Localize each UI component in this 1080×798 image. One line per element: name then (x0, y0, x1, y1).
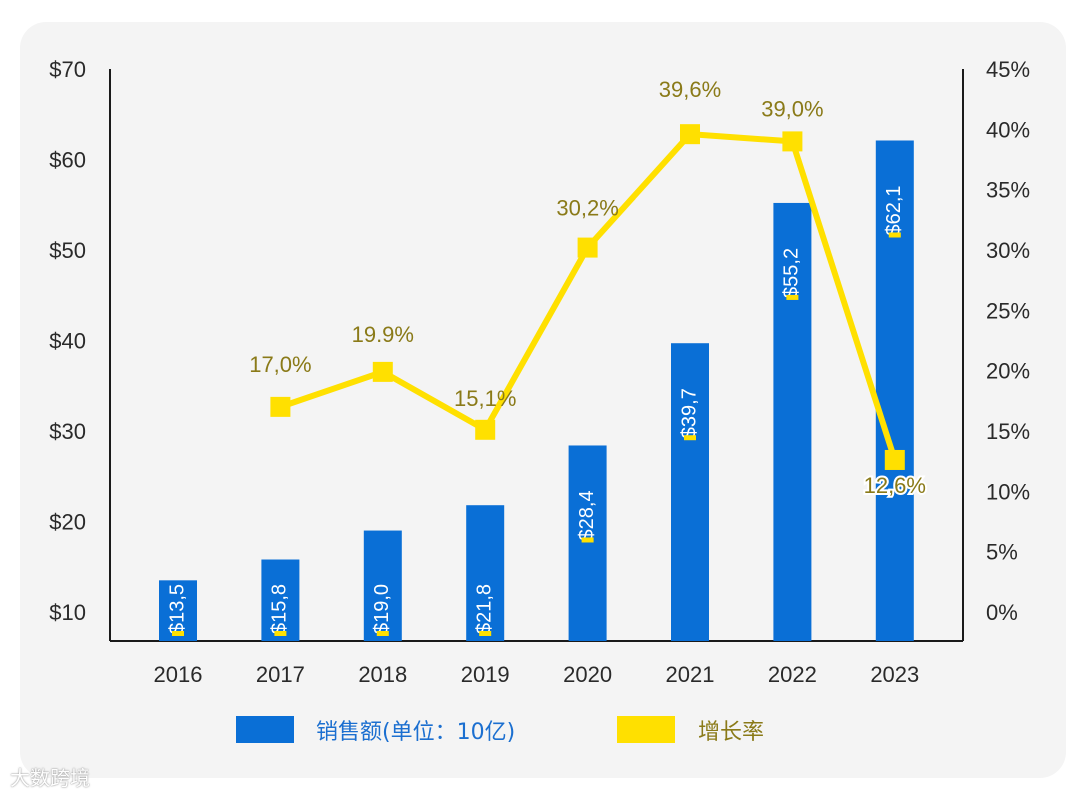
x-tick-label: 2016 (154, 662, 203, 687)
growth-rate-label: 12,6% (864, 473, 926, 498)
x-tick-label: 2018 (358, 662, 407, 687)
bar-value-label: $21,8 (473, 584, 495, 634)
y-left-tick-label: $40 (49, 329, 86, 354)
x-tick-label: 2023 (870, 662, 919, 687)
bar-2018 (363, 530, 402, 641)
bar-2020 (568, 445, 607, 641)
y-right-tick-label: 30% (986, 238, 1030, 263)
legend-swatch-sales (236, 716, 294, 743)
bar-value-label: $13,5 (166, 584, 188, 634)
bar-2023 (875, 140, 914, 641)
bar-value-label: $55,2 (781, 248, 803, 298)
bar-label-marker (274, 631, 287, 636)
y-right-tick-label: 15% (986, 419, 1030, 444)
bar-label-marker (479, 631, 492, 636)
growth-rate-point-2018 (372, 361, 393, 382)
watermark: 大数跨境 (10, 766, 90, 790)
growth-rate-point-2020 (577, 237, 598, 258)
bar-2016 (159, 580, 197, 641)
bar-2022 (773, 202, 812, 641)
legend-swatch-growth (617, 716, 675, 743)
growth-rate-label: 15,1% (454, 386, 516, 411)
growth-rate-point-2021 (680, 124, 700, 145)
bar-2019 (466, 505, 505, 641)
combo-chart: $10 $20 $30 $40 $50 $60 $70 0% 5% 10% 15% 20% 25% 30%… (49, 57, 1030, 745)
y-left-tick-label: $30 (49, 419, 86, 444)
growth-rate-label: 19.9% (352, 322, 414, 347)
bar-label-marker (684, 435, 696, 441)
growth-rate-label: 17,0% (249, 352, 311, 377)
y-right-tick-label: 10% (986, 479, 1030, 504)
growth-rate-point-2023 (884, 449, 905, 470)
legend-label-growth: 增长率 (698, 720, 764, 745)
x-tick-label: 2022 (768, 662, 817, 687)
bar-value-label: $19,0 (371, 584, 393, 634)
bar-label-marker (888, 232, 901, 238)
x-tick-label: 2017 (256, 662, 305, 687)
y-left-tick-label: $50 (49, 238, 86, 263)
y-right-tick-label: 40% (986, 117, 1030, 142)
bar-label-marker (786, 294, 799, 300)
chart-card: $10 $20 $30 $40 $50 $60 $70 0% 5% 10% 15% 20% 25% 30%… (20, 22, 1066, 778)
y-right-tick-label: 0% (986, 600, 1018, 625)
y-right-tick-label: 20% (986, 359, 1030, 384)
y-right-tick-label: 25% (986, 298, 1030, 323)
bar-value-label: $28,4 (576, 490, 598, 540)
y-left-tick-label: $60 (49, 148, 86, 173)
growth-rate-label: 39,0% (761, 96, 823, 121)
growth-rate-point-2019 (475, 419, 496, 440)
bar-2021 (671, 343, 709, 641)
y-left-tick-label: $70 (49, 57, 86, 82)
x-tick-label: 2021 (666, 662, 715, 687)
bar-value-label: $15,8 (269, 584, 291, 634)
y-right-tick-label: 45% (986, 57, 1030, 82)
y-right-tick-label: 35% (986, 178, 1030, 203)
bar-value-label: $62,1 (883, 185, 905, 235)
y-right-tick-label: 5% (986, 540, 1018, 565)
growth-rate-label: 30,2% (556, 196, 618, 221)
legend-label-sales: 销售额(单位：10亿) (316, 720, 515, 745)
bar-label-marker (581, 537, 594, 543)
bar-value-label: $39,7 (678, 388, 700, 438)
bar-label-marker (376, 631, 389, 636)
y-left-tick-label: $10 (49, 600, 86, 625)
growth-rate-point-2017 (270, 396, 291, 417)
growth-rate-point-2022 (782, 131, 803, 152)
growth-rate-label: 39,6% (659, 77, 721, 102)
x-tick-label: 2019 (461, 662, 510, 687)
bar-label-marker (172, 631, 184, 636)
bar-2017 (261, 559, 300, 641)
x-tick-label: 2020 (563, 662, 612, 687)
y-left-tick-label: $20 (49, 510, 86, 535)
